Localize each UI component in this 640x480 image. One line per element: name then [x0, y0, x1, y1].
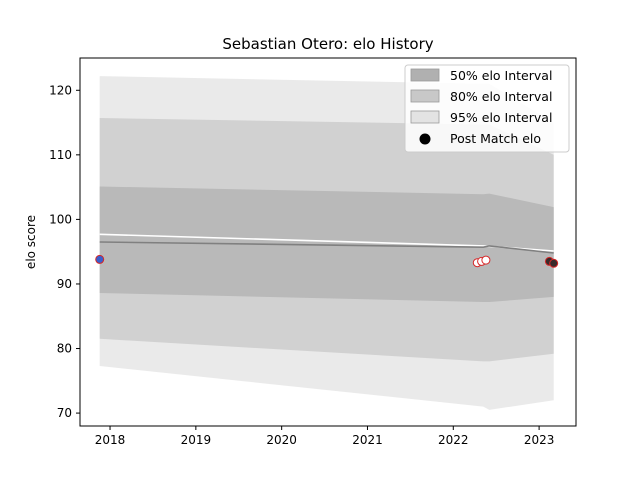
- post-match-point-5: [549, 258, 559, 268]
- y-tick-label-120: 120: [49, 83, 72, 97]
- x-tick-label-2021: 2021: [352, 433, 383, 447]
- post-match-point-0: [95, 254, 105, 264]
- x-axis-ticks: 2018 2019 2020 2021 2022 2023: [95, 426, 555, 447]
- x-tick-label-2020: 2020: [266, 433, 297, 447]
- x-tick-label-2023: 2023: [524, 433, 555, 447]
- legend-swatch-band80: [410, 89, 440, 103]
- interval-bands: [99, 76, 554, 410]
- legend-label-band80: 80% elo Interval: [450, 89, 552, 104]
- x-tick-label-2018: 2018: [95, 433, 126, 447]
- legend: 50% elo Interval 80% elo Interval 95% elo …: [404, 64, 570, 153]
- mean-elo-line: [99, 241, 554, 254]
- legend-label-band95: 95% elo Interval: [450, 110, 552, 125]
- y-axis-ticks: 70 80 90 100 110 120: [49, 83, 80, 420]
- post-match-points: [95, 254, 559, 268]
- chart-title: Sebastian Otero: elo History: [222, 35, 433, 53]
- legend-swatch-band95: [410, 110, 440, 124]
- x-tick-label-2019: 2019: [181, 433, 212, 447]
- band-50: [99, 186, 554, 302]
- y-axis-label: elo score: [24, 215, 38, 269]
- legend-swatch-post-match: [419, 133, 431, 145]
- legend-frame: [404, 64, 570, 153]
- y-tick-label-110: 110: [49, 148, 72, 162]
- upper-elo-line: [99, 233, 554, 252]
- x-tick-label-2022: 2022: [438, 433, 469, 447]
- legend-label-band50: 50% elo Interval: [450, 68, 552, 83]
- legend-label-marker: Post Match elo: [450, 131, 541, 146]
- y-tick-label-90: 90: [57, 277, 72, 291]
- y-tick-label-80: 80: [57, 342, 72, 356]
- elo-lines: [99, 233, 554, 254]
- plot-frame: [79, 57, 577, 427]
- y-tick-label-100: 100: [49, 212, 72, 226]
- y-tick-label-70: 70: [57, 406, 72, 420]
- post-match-point-3: [481, 255, 491, 265]
- legend-swatch-band50: [410, 68, 440, 82]
